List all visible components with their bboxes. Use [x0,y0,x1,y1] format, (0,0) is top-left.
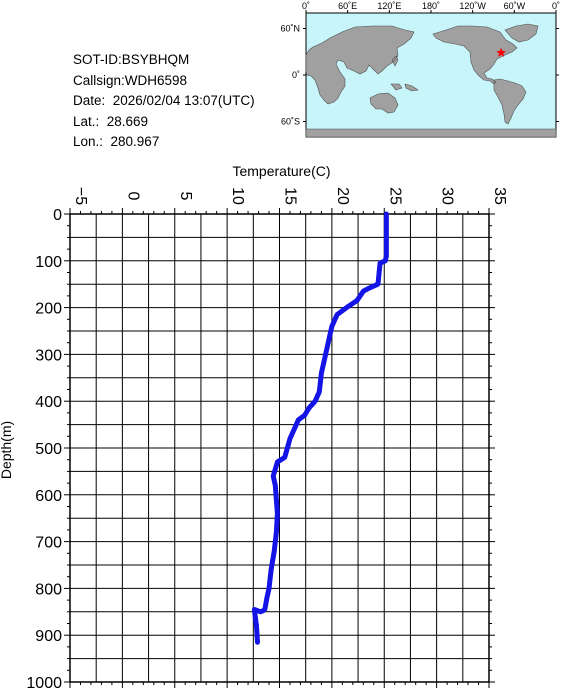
x-tick-label: −5 [72,187,89,205]
latitude-text: Lat.: 28.669 [73,113,149,129]
map-labels: 0˚ 60˚E 120˚E 180˚ 120˚W 60˚W 0˚ 60˚N 0˚ 60˚S [280,1,560,127]
x-tick-label: 15 [282,187,299,205]
x-tick-label: 25 [386,187,403,205]
y-tick-label: 600 [35,488,62,505]
y-tick-label: 500 [35,441,62,458]
y-tick-label: 800 [35,581,62,598]
y-tick-label: 300 [35,347,62,364]
profile-info: SOT-ID:BSYBHQM Callsign:WDH6598 Date: 20… [73,50,255,153]
y-tick-label: 100 [35,254,62,271]
map-lat-label: 0˚ [292,70,300,80]
map-lon-label: 0˚ [302,1,310,11]
map-land [305,23,557,138]
sot-id-text: SOT-ID:BSYBHQM [73,52,190,67]
chart-grid [69,213,490,683]
y-tick-label: 400 [35,394,62,411]
x-tick-label: 5 [177,192,194,201]
map-lat-label: 60˚N [280,24,300,34]
map-lon-label: 0˚ [552,1,560,11]
map-lon-label: 180˚ [422,1,440,11]
y-tick-label: 200 [35,301,62,318]
location-marker [496,47,507,57]
x-tick-label: 0 [124,192,141,201]
x-axis-title: Temperature(C) [232,163,330,179]
map-lon-label: 120˚E [377,1,401,11]
location-marker-star [496,47,507,57]
callsign-text: Callsign:WDH6598 [73,72,188,88]
y-tick-label: 0 [53,207,62,224]
longitude-text: Lon.: 280.967 [73,134,160,149]
map-lon-label: 60˚E [338,1,357,11]
x-tick-labels: −5 0 5 10 15 20 25 30 35 [72,187,508,205]
x-tick-label: 35 [491,187,508,205]
date-text: Date: 2026/02/04 13:07(UTC) [73,93,255,108]
y-tick-label: 900 [35,628,62,645]
y-tick-labels: 0 100 200 300 400 500 600 700 800 900 1000 [26,207,62,690]
map-gridlines [303,10,559,122]
x-tick-label: 20 [334,187,351,205]
map-lat-label: 60˚S [281,117,300,127]
x-tick-label: 30 [439,187,456,205]
y-tick-label: 1000 [26,675,62,690]
temperature-profile-line [251,211,389,645]
location-map: 0˚ 60˚E 120˚E 180˚ 120˚W 60˚W 0˚ 60˚N 0˚ 60˚S [280,1,560,138]
y-tick-label: 700 [35,535,62,552]
map-lon-label: 60˚W [504,1,526,11]
y-axis-title: Depth(m) [0,421,14,479]
chart-ticks [64,208,495,688]
map-lon-label: 120˚W [459,1,486,11]
x-tick-label: 10 [229,187,246,205]
